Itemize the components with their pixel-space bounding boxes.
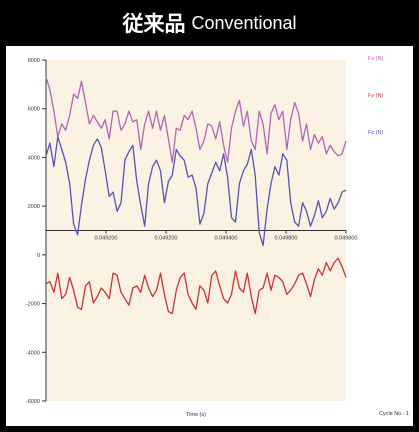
y-tick-label: 0 (37, 253, 40, 259)
y-tick-label: 4000 (28, 155, 40, 161)
legend-entry-1: Fx (N) (368, 56, 383, 62)
series-line-2 (45, 257, 347, 315)
x-tick-label: 0.049800 (335, 236, 358, 242)
series-line-3 (45, 136, 347, 247)
y-tick-label: -6000 (26, 399, 40, 405)
series-line-1 (45, 76, 347, 163)
x-tick-label: 0.049200 (155, 236, 178, 242)
y-tick-label: 8000 (28, 58, 40, 64)
legend-entry-3: Fz (N) (368, 130, 383, 136)
cycle-number-label: Cycle No.: 1 (379, 411, 409, 417)
chart-panel: 8000 6000 4000 2000 0 -2000 -4000 -6000 0.049200… (6, 46, 413, 426)
title-japanese: 従来品 (122, 12, 186, 36)
x-tick-label: 0.049200 (95, 236, 118, 242)
title-english: Conventional (191, 12, 297, 33)
y-tick-label: -2000 (26, 302, 40, 308)
x-tick-label: 0.049800 (275, 236, 298, 242)
chart-title: 従来品 Conventional (0, 0, 419, 46)
line-chart: 8000 6000 4000 2000 0 -2000 -4000 -6000 0.049200… (26, 56, 409, 418)
y-tick-label: -4000 (26, 350, 40, 356)
x-tick-label: 0.049400 (215, 236, 238, 242)
x-axis-label: Time (s) (186, 412, 206, 418)
legend-entry-2: Fy (N) (368, 93, 383, 99)
y-tick-label: 6000 (28, 107, 40, 113)
y-tick-label: 2000 (28, 204, 40, 210)
